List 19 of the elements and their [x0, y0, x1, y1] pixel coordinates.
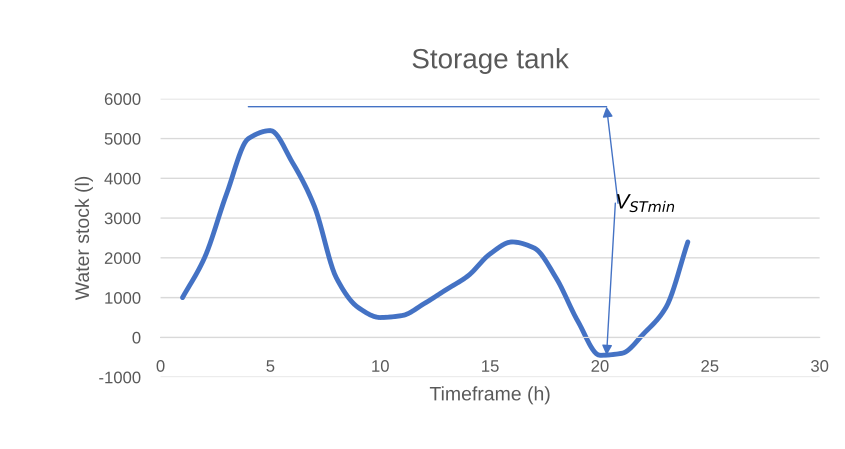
x-tick-label: 30 [811, 360, 828, 372]
y-tick-label: 3000 [104, 212, 140, 224]
y-tick-label: 2000 [104, 252, 140, 264]
chart-title: Storage tank [412, 48, 569, 74]
x-tick-label: 5 [266, 360, 274, 372]
x-tick-label: 0 [156, 360, 165, 372]
y-axis-title: Water stock (l) [74, 176, 93, 300]
y-tick-label: 0 [132, 332, 140, 344]
y-tick-label: -1000 [99, 372, 140, 384]
y-tick-label: 6000 [104, 93, 140, 105]
y-tick-label: 1000 [105, 292, 140, 304]
x-tick-label: 20 [592, 360, 609, 372]
annotation: V$_{STmin}$ [617, 194, 674, 212]
x-axis-title: Timeframe (h) [430, 386, 550, 404]
y-tick-label: 4000 [104, 172, 140, 185]
x-tick-label: 15 [482, 360, 499, 372]
x-tick-label: 25 [701, 360, 718, 372]
x-tick-label: 10 [372, 360, 389, 372]
y-tick-label: 5000 [104, 132, 140, 145]
